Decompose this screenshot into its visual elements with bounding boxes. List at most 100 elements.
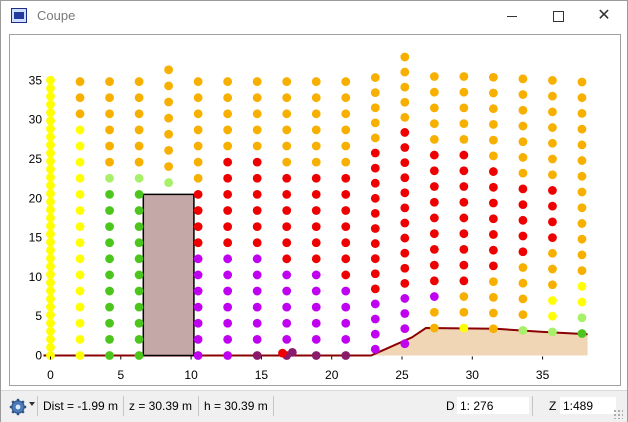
data-point — [370, 299, 380, 309]
data-point — [75, 93, 85, 103]
data-point — [341, 238, 351, 248]
status-separator — [198, 396, 199, 416]
data-point — [518, 90, 528, 99]
data-point — [75, 141, 85, 151]
data-point — [429, 72, 439, 81]
data-point — [370, 88, 380, 98]
data-point — [577, 281, 587, 291]
data-point — [400, 188, 410, 198]
ground-line — [43, 326, 588, 357]
data-point — [193, 125, 203, 135]
section-chart[interactable]: 0 5 10 15 20 25 30 35 0 5 10 15 20 25 30 35 — [10, 35, 620, 385]
data-point — [341, 334, 351, 344]
data-point — [164, 145, 174, 155]
data-point — [518, 184, 528, 194]
data-point — [46, 100, 55, 109]
app-icon[interactable] — [11, 8, 27, 23]
data-point — [193, 270, 203, 280]
status-separator — [273, 396, 274, 416]
data-point — [282, 109, 292, 119]
data-point — [548, 91, 557, 101]
data-point — [252, 254, 262, 264]
maximize-button[interactable] — [535, 1, 581, 31]
data-point — [223, 77, 233, 86]
data-point — [46, 253, 55, 263]
data-point — [518, 168, 528, 178]
data-point — [429, 134, 439, 144]
data-point — [252, 222, 262, 231]
data-point — [341, 222, 351, 231]
data-point — [577, 77, 587, 87]
data-point — [370, 284, 380, 294]
data-point — [193, 173, 203, 183]
data-point — [252, 286, 262, 296]
data-point — [341, 125, 351, 135]
resize-grip[interactable] — [613, 409, 623, 419]
data-point — [459, 292, 469, 301]
data-point — [75, 302, 85, 312]
data-point — [287, 347, 297, 357]
data-point — [577, 234, 587, 244]
data-point — [341, 109, 351, 119]
data-point — [459, 182, 469, 191]
data-point — [577, 140, 587, 150]
data-point — [223, 351, 233, 360]
data-point — [252, 334, 262, 344]
data-point — [223, 109, 233, 119]
data-point — [400, 112, 410, 122]
close-button[interactable]: ✕ — [581, 1, 627, 31]
data-point — [105, 77, 114, 86]
data-point — [577, 250, 587, 260]
data-point — [488, 151, 498, 161]
close-icon: ✕ — [597, 7, 611, 24]
data-point — [75, 222, 85, 231]
data-point — [370, 193, 380, 203]
d-scale-field[interactable]: 1: 276 — [457, 397, 529, 414]
data-point — [518, 153, 528, 162]
building — [142, 193, 195, 357]
data-point — [459, 260, 469, 270]
data-point — [311, 77, 321, 86]
data-point — [223, 334, 233, 344]
data-point — [223, 222, 233, 231]
data-point — [46, 229, 55, 239]
data-point — [105, 222, 114, 231]
data-point — [105, 125, 114, 135]
gear-dropdown-caret[interactable] — [29, 402, 35, 406]
data-point — [518, 105, 528, 115]
data-point — [282, 222, 292, 231]
data-point — [429, 197, 439, 207]
data-point — [311, 302, 321, 312]
z-scale-field[interactable]: 1:489 — [560, 397, 616, 414]
data-point — [46, 270, 55, 279]
data-point — [193, 286, 203, 296]
section-plot[interactable]: 0 5 10 15 20 25 30 35 0 5 10 15 20 25 30 35 — [9, 34, 621, 386]
data-point — [548, 264, 557, 274]
data-point — [488, 88, 498, 98]
data-point — [252, 318, 262, 328]
data-point — [548, 201, 557, 211]
data-point — [429, 229, 439, 239]
data-point — [46, 286, 55, 296]
data-point — [134, 189, 144, 199]
gear-icon[interactable] — [9, 398, 27, 416]
data-point — [252, 238, 262, 248]
data-point — [223, 141, 233, 151]
data-point — [488, 72, 498, 82]
data-point — [370, 269, 380, 279]
data-point — [370, 163, 380, 173]
title-bar[interactable]: Coupe ✕ — [1, 1, 627, 31]
status-separator — [123, 396, 124, 416]
minimize-button[interactable] — [489, 1, 535, 31]
data-point — [459, 213, 469, 223]
data-point — [577, 171, 587, 181]
data-point — [134, 157, 144, 167]
data-point — [400, 97, 410, 107]
data-point — [311, 93, 321, 103]
data-point — [282, 334, 292, 344]
data-point — [134, 173, 144, 183]
data-point — [75, 351, 85, 360]
y-tick-label: 25 — [29, 152, 43, 166]
data-point — [459, 72, 469, 81]
data-point — [488, 214, 498, 224]
